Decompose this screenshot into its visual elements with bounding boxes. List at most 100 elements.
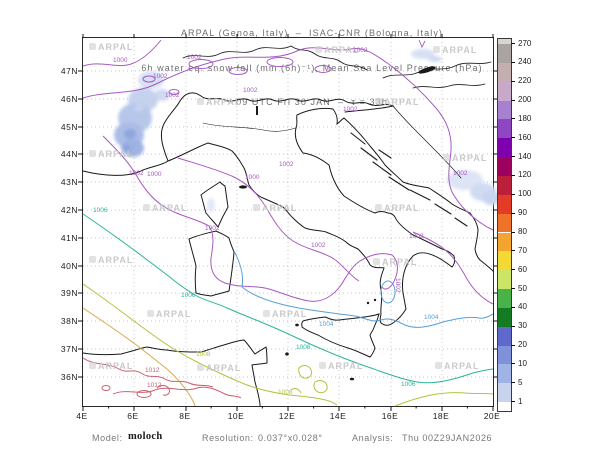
colorbar-cell [498,364,511,384]
border-north-1 [182,45,292,59]
colorbar-cell [498,39,511,44]
border-austria [412,83,486,89]
colorbar-tick [511,212,515,214]
isobar-label-1004: 1004 [319,321,334,328]
colorbar-cell [498,270,511,290]
colorbar-tick [511,269,515,271]
snow-patch [138,71,164,89]
svg-text:ARPAL: ARPAL [272,309,307,319]
resolution-label: Resolution: [202,433,254,443]
isobar-label-1002: 1002 [129,170,144,177]
colorbar-level-180: 180 [518,113,532,123]
border-bosnia [392,105,462,179]
svg-text:ARPAL: ARPAL [442,45,477,55]
arpal-watermark: ARPAL [89,255,133,265]
lon-tick-label-10E: 10E [227,411,245,421]
isobar-label-1006: 1006 [401,381,416,388]
colorbar-cell [498,81,511,101]
coastline-corsica [200,181,229,228]
colorbar-level-60: 60 [518,264,527,274]
colorbar-cell [498,307,511,327]
isobar-label-1002: 1002 [243,87,258,94]
model-name: moloch [128,431,163,442]
border-alps [160,92,395,162]
colorbar-tick [511,43,515,44]
arpal-watermark: ARPAL [373,257,416,267]
snow-patch [121,144,131,152]
snow-patch [411,49,435,59]
arpal-watermark: ARPAL [435,361,478,371]
coastline-sardinia [188,230,235,297]
snow-patch [134,104,144,112]
colorbar-tick [511,382,515,384]
colorbar-cell [498,251,511,271]
map-plot-area: ARPAL ARPAL ARPAL ARPAL ARPAL ARPAL ARPAL ARPAL… [78,34,500,411]
colorbar-level-5: 5 [518,377,523,387]
svg-text:ARPAL: ARPAL [98,255,133,265]
isobar-1004-blue [233,250,494,328]
snow-patch [207,198,215,212]
isobar-label-1002: 1002 [205,225,220,232]
small-islands [239,66,436,381]
lat-tick-label-37N: 37N [60,344,78,354]
lon-tick-label-12E: 12E [278,411,296,421]
lat-tick-label-44N: 44N [60,149,78,159]
snowfall-colorbar [497,38,512,412]
isobar-label-1004: 1004 [424,314,439,321]
isobar-label-1002: 1002 [353,47,368,54]
isobar-label-1006: 1006 [296,344,311,351]
isobar-label-1002: 1002 [343,106,358,113]
lat-tick-label-46N: 46N [60,94,78,104]
colorbar-cell [498,175,511,195]
isobar-contours [82,39,494,407]
arpal-watermark: ARPAL [433,45,477,55]
lat-tick-label-40N: 40N [60,261,78,271]
isobar-label-1002: 1002 [187,54,202,61]
svg-text:ARPAL: ARPAL [328,361,363,371]
colorbar-level-20: 20 [518,340,527,350]
svg-text:ARPAL: ARPAL [98,42,133,52]
coastlines-borders [82,45,494,407]
croatian-islands [350,132,468,227]
colorbar-tick [511,193,515,195]
isobar-label-1000: 1000 [147,171,162,178]
lon-tick-label-6E: 6E [127,411,139,421]
arpal-watermark: ARPAL [375,203,418,213]
coastline-italy-adriatic [82,107,494,326]
colorbar-level-160: 160 [518,132,532,142]
map-canvas: ARPAL ARPAL ARPAL ARPAL ARPAL ARPAL ARPAL ARPAL… [78,34,500,411]
colorbar-tick [511,156,515,158]
colorbar-cell [498,289,511,308]
lat-tick-label-41N: 41N [60,233,78,243]
lat-tick-label-43N: 43N [60,177,78,187]
colorbar-cell [498,326,511,346]
lon-tick-label-16E: 16E [381,411,399,421]
isobar-label-1000: 1000 [113,57,128,64]
isobar-1008-yellowgreen [82,283,494,407]
svg-text:ARPAL: ARPAL [384,97,419,107]
lat-tick-label-39N: 39N [60,288,78,298]
colorbar-tick [511,401,515,403]
arpal-watermark: ARPAL [319,361,363,371]
border-north-2 [290,45,368,71]
colorbar-cell [498,213,511,233]
colorbar-cell [498,62,511,82]
isobar-label-1008: 1008 [196,351,211,358]
colorbar-level-240: 240 [518,57,532,67]
arpal-watermark: ARPAL [89,42,133,52]
colorbar-level-90: 90 [518,208,527,218]
river-po [202,122,297,132]
colorbar-level-200: 200 [518,95,532,105]
isobar-label-1006: 1006 [93,207,108,214]
colorbar-tick [511,137,515,139]
svg-text:ARPAL: ARPAL [206,363,241,373]
colorbar-tick [511,231,515,233]
analysis-value: Thu 00Z29JAN2026 [402,433,493,443]
snow-patch [124,129,136,139]
border-hungary [382,61,492,79]
colorbar-level-100: 100 [518,189,532,199]
colorbar-cell [498,100,511,120]
colorbar-level-30: 30 [518,321,527,331]
